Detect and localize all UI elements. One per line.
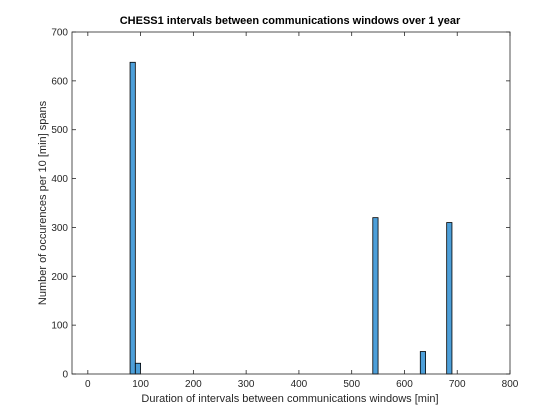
- x-tick-label: 0: [85, 379, 91, 390]
- x-tick-label: 800: [502, 379, 519, 390]
- y-tick-label: 700: [51, 28, 68, 39]
- plot-area: 0 100 200 300 400 500 600 700 800 0 100 200 300 400 50…: [51, 28, 518, 391]
- y-tick-label: 500: [51, 125, 68, 136]
- y-tick-label: 100: [51, 321, 68, 332]
- histogram-bar: [419, 351, 426, 375]
- x-tick-label: 200: [185, 379, 202, 390]
- histogram-bar: [134, 362, 142, 375]
- x-tick-label: 100: [132, 379, 149, 390]
- y-tick-label: 200: [51, 272, 68, 283]
- chart-title: CHESS1 intervals between communications …: [120, 15, 461, 27]
- histogram-bar: [372, 217, 379, 375]
- y-axis-label: Number of occurences per 10 [min] spans: [37, 100, 49, 305]
- y-tick-label: 300: [51, 223, 68, 234]
- x-tick-label: 500: [343, 379, 360, 390]
- axes-background: [72, 32, 510, 374]
- y-tick-label: 0: [62, 370, 68, 381]
- axes-box: [71, 31, 511, 375]
- x-tick-label: 700: [449, 379, 466, 390]
- y-tick-label: 600: [51, 76, 68, 87]
- x-tick-label: 300: [238, 379, 255, 390]
- y-tick-label: 400: [51, 174, 68, 185]
- histogram-bar: [129, 61, 136, 375]
- x-axis-label: Duration of intervals between communicat…: [141, 393, 438, 405]
- x-tick-label: 600: [396, 379, 413, 390]
- histogram-bar: [446, 222, 453, 375]
- x-tick-label: 400: [291, 379, 308, 390]
